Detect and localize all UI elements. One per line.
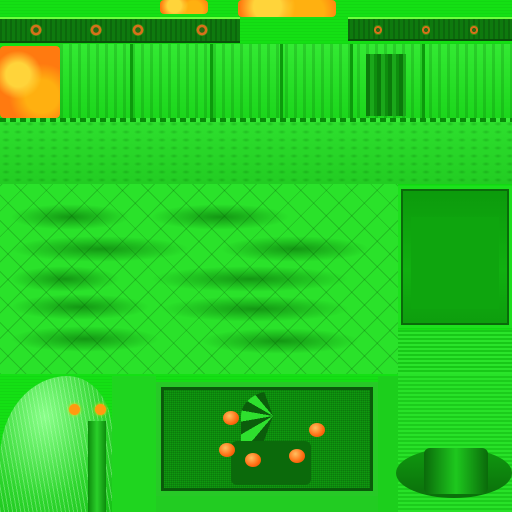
mesh-shadow: [10, 266, 120, 292]
screen-inner: [411, 217, 499, 309]
grass-creature: [0, 376, 112, 512]
machine-base: [156, 496, 378, 512]
rivet-icon: [90, 24, 102, 36]
mesh-shadow: [10, 326, 160, 352]
hat-icon: [424, 448, 488, 494]
mesh-shadow: [200, 328, 360, 354]
cobble-floor-edge: [0, 118, 512, 122]
rivet-icon: [470, 25, 478, 35]
grass-gap: [112, 376, 156, 512]
screen-panel: [398, 186, 512, 328]
panel-divider: [350, 44, 353, 120]
fan-machine: [156, 382, 378, 496]
dark-drape: [366, 54, 406, 116]
panel-divider: [130, 44, 133, 120]
diamond-mesh-wall: [0, 184, 398, 374]
machine-center-plate: [231, 441, 311, 485]
light-icon: [223, 411, 239, 425]
light-icon: [245, 453, 261, 467]
rivet-icon: [196, 24, 208, 36]
panel-divider: [280, 44, 283, 120]
machine-side: [378, 376, 398, 512]
creature-eye-icon: [69, 404, 80, 415]
rivet-icon: [132, 24, 144, 36]
rivet-icon: [422, 25, 430, 35]
rivet-icon: [374, 25, 382, 35]
panel-divider: [210, 44, 213, 120]
mesh-shadow: [220, 236, 370, 262]
rail-top-left: [0, 17, 240, 43]
mesh-shadow: [10, 294, 150, 320]
mesh-shadow: [150, 266, 350, 292]
striped-panel: [398, 330, 512, 374]
cobble-floor: [0, 120, 512, 184]
light-icon: [289, 449, 305, 463]
light-icon: [309, 423, 325, 437]
orange-patch-top-a: [160, 0, 208, 14]
mesh-shadow: [160, 296, 350, 322]
orange-patch-left: [0, 46, 60, 118]
mesh-shadow: [10, 204, 130, 230]
creature-eye-icon: [95, 404, 106, 415]
rivet-icon: [30, 24, 42, 36]
creature-stalk: [88, 421, 106, 512]
mesh-shadow: [10, 236, 190, 262]
orange-patch-top-b: [238, 0, 336, 17]
panel-divider: [422, 44, 425, 120]
mesh-shadow: [150, 204, 290, 230]
fan-icon: [241, 391, 305, 441]
rail-top-right: [348, 17, 512, 41]
wall-panel-strip: [60, 44, 512, 120]
light-icon: [219, 443, 235, 457]
